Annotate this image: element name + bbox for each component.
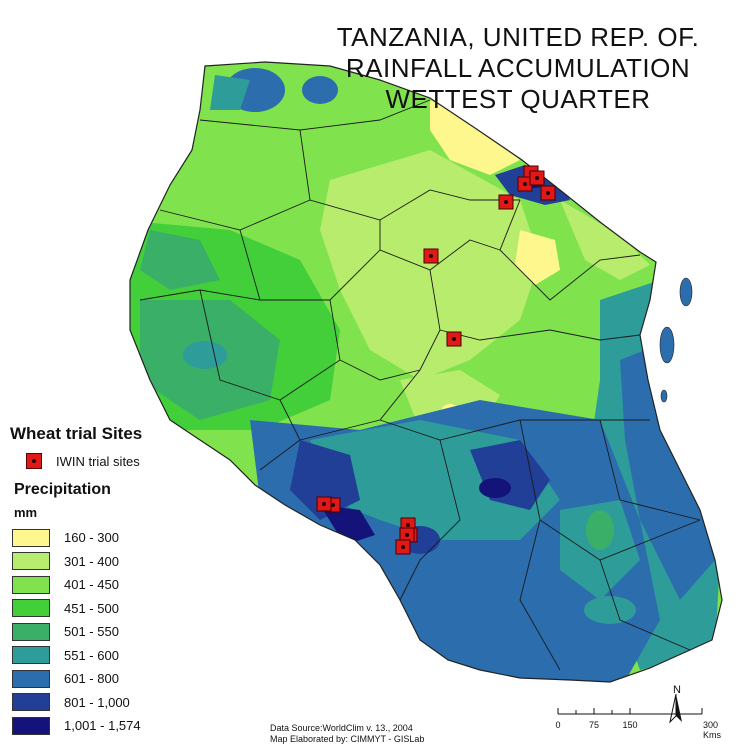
map-title-line-1: TANZANIA, UNITED REP. OF. (336, 22, 700, 52)
scale-tick-label: 150 (622, 720, 638, 730)
north-arrow-icon (669, 693, 682, 724)
trial-site-marker (517, 176, 533, 192)
north-label: N (673, 684, 681, 696)
iwin-trial-sites (316, 165, 556, 555)
zanzibar-island (659, 326, 675, 364)
legend-row: 160 - 300 (12, 526, 141, 550)
legend-classes: 160 - 300 301 - 400 401 - 450 451 - 500 … (12, 526, 141, 738)
legend-label: 301 - 400 (64, 553, 119, 569)
legend-swatch (12, 599, 50, 618)
legend-unit: mm (14, 505, 38, 520)
legend-swatch (12, 716, 50, 735)
scale-tick-label: 75 (588, 720, 600, 730)
legend-swatch (12, 528, 50, 547)
legend-row: 401 - 450 (12, 573, 141, 597)
legend-label: 1,001 - 1,574 (64, 718, 141, 734)
trial-site-marker (446, 331, 462, 347)
legend-label: 601 - 800 (64, 671, 119, 687)
pemba-island (679, 277, 693, 307)
scale-tick-label: 0 (555, 720, 561, 730)
legend-precipitation-title: Precipitation (14, 481, 111, 498)
legend-row: 801 - 1,000 (12, 691, 141, 715)
site-marker-icon (26, 453, 42, 469)
mafia-island (660, 389, 668, 403)
legend-swatch (12, 646, 50, 665)
data-source-line: Data Source:WorldClim v. 13., 2004 (270, 723, 413, 733)
trial-site-marker (529, 170, 545, 186)
legend-sites-title: Wheat trial Sites (10, 424, 143, 443)
legend-row: 551 - 600 (12, 644, 141, 668)
legend-label: 551 - 600 (64, 647, 119, 663)
legend-swatch (12, 575, 50, 594)
legend-swatch (12, 669, 50, 688)
legend-row: 451 - 500 (12, 597, 141, 621)
legend-label: 451 - 500 (64, 600, 119, 616)
legend-swatch (12, 622, 50, 641)
legend-site-entry: IWIN trial sites (26, 453, 140, 469)
precipitation-zones (130, 68, 720, 682)
legend-label: 801 - 1,000 (64, 694, 130, 710)
legend-row: 501 - 550 (12, 620, 141, 644)
legend-label: 160 - 300 (64, 530, 119, 546)
legend-row: 601 - 800 (12, 667, 141, 691)
map-credit-line: Map Elaborated by: CIMMYT - GISLab (270, 734, 425, 744)
map-title-line-2: RAINFALL ACCUMULATION (345, 53, 691, 83)
legend-label: 401 - 450 (64, 577, 119, 593)
scale-bar-graphic (557, 708, 703, 715)
country-outline (129, 61, 723, 683)
region-boundaries (139, 99, 701, 671)
legend-label: 501 - 550 (64, 624, 119, 640)
trial-site-marker (316, 496, 332, 512)
legend-swatch (12, 693, 50, 712)
trial-site-marker (423, 248, 439, 264)
map-title-line-3: WETTEST QUARTER (385, 84, 651, 114)
scale-tick-label: 300 Kms (703, 720, 721, 740)
legend-row: 301 - 400 (12, 550, 141, 574)
trial-site-marker (540, 185, 556, 201)
legend-swatch (12, 552, 50, 571)
trial-site-marker (395, 539, 411, 555)
trial-site-marker (498, 194, 514, 210)
scale-bar: 0 75 150 300 Kms (555, 704, 721, 744)
legend-site-label: IWIN trial sites (56, 453, 140, 469)
legend-row: 1,001 - 1,574 (12, 714, 141, 738)
data-source-note: Data Source:WorldClim v. 13., 2004 Map E… (270, 723, 424, 745)
